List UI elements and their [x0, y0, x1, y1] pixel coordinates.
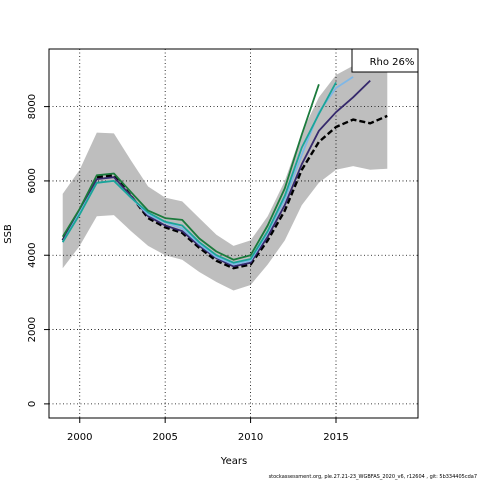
y-tick-label: 0: [27, 401, 38, 407]
series-line-1: [61, 79, 371, 268]
x-tick-label: 2000: [67, 432, 92, 443]
series-layer: [61, 76, 388, 270]
confidence-band-layer: [62, 54, 388, 291]
footer-text: stockassessment.org, ple.27.21-23_WGBFAS…: [269, 474, 477, 480]
y-tick-label: 2000: [27, 317, 38, 342]
axis-layer: 2000 2005 2010 2015 0 2000 4000 6000 8000: [27, 94, 349, 443]
y-axis-title: SSB: [3, 224, 14, 244]
legend-box: [351, 48, 419, 73]
x-tick-label: 2015: [323, 432, 348, 443]
y-tick-label: 6000: [27, 168, 38, 193]
y-tick-label: 8000: [27, 94, 38, 119]
confidence-band: [62, 54, 388, 291]
x-axis-title: Years: [220, 456, 247, 467]
plot-frame: [48, 48, 419, 419]
legend-label: Rho 26%: [370, 57, 415, 68]
series-line-3: [61, 81, 337, 264]
y-tick-label: 4000: [27, 242, 38, 267]
x-tick-label: 2010: [238, 432, 263, 443]
legend: Rho 26%: [351, 48, 419, 73]
series-line-4: [61, 84, 320, 261]
x-tick-label: 2005: [152, 432, 177, 443]
series-line-0: [61, 114, 388, 270]
